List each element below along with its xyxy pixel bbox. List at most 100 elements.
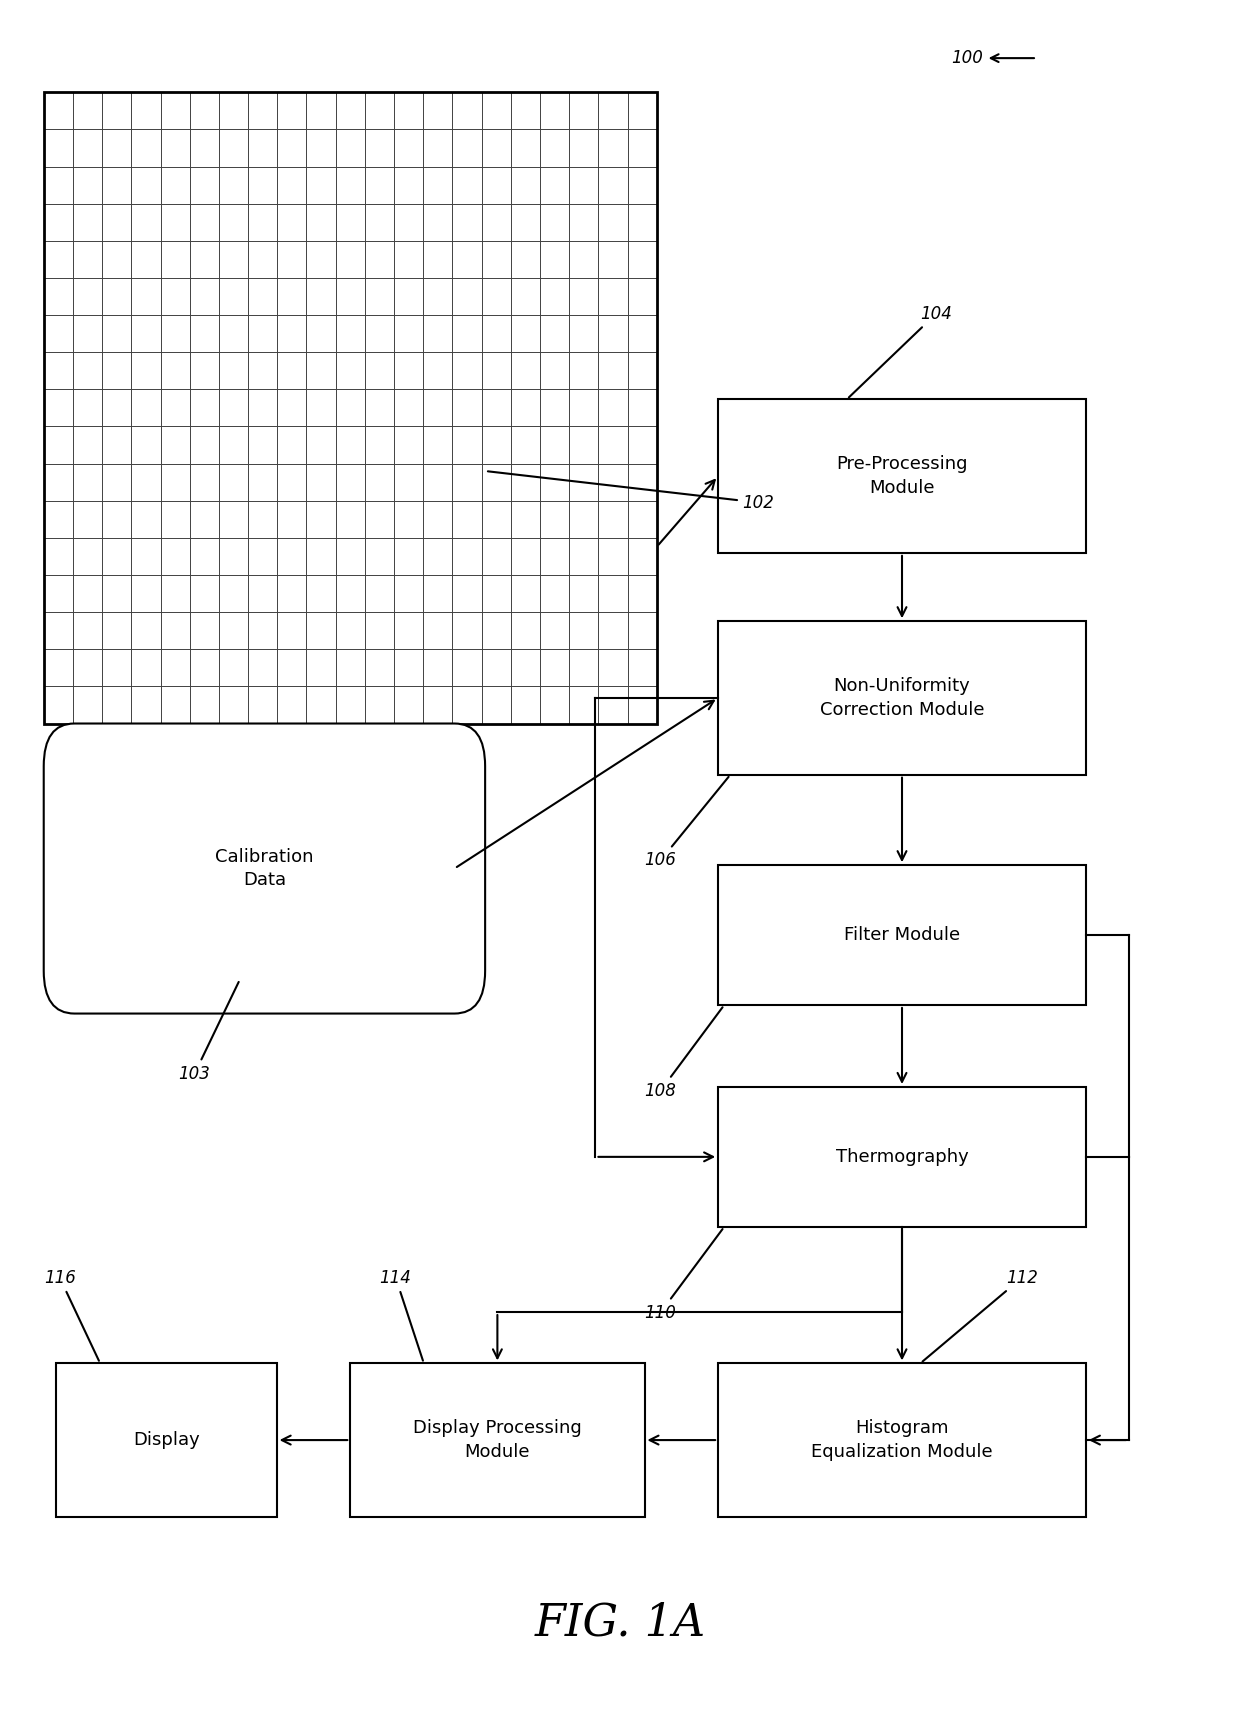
Bar (102, 93, 131, 129)
Bar (131, 93, 160, 129)
Bar (569, 612, 599, 648)
Bar (365, 241, 394, 279)
Bar (394, 353, 423, 389)
Text: 106: 106 (645, 777, 729, 870)
Bar (219, 574, 248, 612)
Bar (73, 427, 102, 464)
Bar (627, 501, 657, 538)
Bar (219, 129, 248, 167)
Bar (511, 686, 539, 724)
Bar (481, 501, 511, 538)
Bar (102, 315, 131, 353)
Text: FIG. 1A: FIG. 1A (534, 1601, 706, 1644)
Bar (43, 279, 73, 315)
Bar (219, 93, 248, 129)
Bar (102, 389, 131, 427)
Bar (627, 241, 657, 279)
Bar (599, 389, 627, 427)
Bar (73, 241, 102, 279)
Bar (569, 93, 599, 129)
Bar (394, 167, 423, 203)
Bar (718, 1087, 1086, 1226)
Bar (336, 279, 365, 315)
Bar (599, 574, 627, 612)
Bar (219, 203, 248, 241)
Bar (73, 538, 102, 574)
Bar (73, 167, 102, 203)
Bar (511, 464, 539, 501)
Bar (131, 612, 160, 648)
Bar (394, 686, 423, 724)
Bar (219, 241, 248, 279)
Bar (43, 686, 73, 724)
Bar (102, 241, 131, 279)
Bar (539, 93, 569, 129)
Bar (336, 464, 365, 501)
Bar (453, 93, 481, 129)
Bar (160, 241, 190, 279)
Bar (248, 612, 278, 648)
Text: 104: 104 (849, 304, 952, 397)
Bar (481, 203, 511, 241)
Bar (511, 538, 539, 574)
Bar (102, 538, 131, 574)
Bar (131, 203, 160, 241)
Bar (190, 686, 219, 724)
Bar (599, 167, 627, 203)
Bar (350, 1364, 645, 1517)
Bar (453, 315, 481, 353)
Bar (102, 686, 131, 724)
Bar (453, 427, 481, 464)
Bar (423, 612, 453, 648)
Bar (539, 648, 569, 686)
Bar (394, 574, 423, 612)
Bar (336, 167, 365, 203)
Bar (190, 203, 219, 241)
Bar (278, 203, 306, 241)
Bar (160, 648, 190, 686)
Bar (73, 129, 102, 167)
Bar (43, 538, 73, 574)
Bar (481, 612, 511, 648)
Bar (73, 464, 102, 501)
Bar (511, 574, 539, 612)
Bar (43, 427, 73, 464)
Bar (160, 389, 190, 427)
Bar (511, 241, 539, 279)
Bar (365, 315, 394, 353)
Bar (539, 241, 569, 279)
Bar (131, 315, 160, 353)
Bar (627, 167, 657, 203)
Bar (481, 574, 511, 612)
Bar (365, 389, 394, 427)
Bar (336, 501, 365, 538)
Bar (160, 279, 190, 315)
Bar (394, 203, 423, 241)
Bar (481, 353, 511, 389)
Bar (336, 129, 365, 167)
Bar (248, 574, 278, 612)
Bar (248, 279, 278, 315)
Bar (453, 686, 481, 724)
Bar (539, 353, 569, 389)
Bar (131, 241, 160, 279)
Bar (627, 129, 657, 167)
Bar (160, 464, 190, 501)
Bar (539, 279, 569, 315)
Text: Thermography: Thermography (836, 1147, 968, 1166)
Bar (599, 129, 627, 167)
Bar (43, 93, 73, 129)
Bar (569, 279, 599, 315)
Bar (627, 93, 657, 129)
Bar (627, 648, 657, 686)
Bar (423, 427, 453, 464)
Bar (394, 279, 423, 315)
Text: 116: 116 (43, 1269, 99, 1361)
Bar (599, 686, 627, 724)
Bar (423, 279, 453, 315)
Bar (248, 129, 278, 167)
Bar (278, 129, 306, 167)
Bar (365, 279, 394, 315)
Bar (718, 865, 1086, 1004)
Text: Histogram
Equalization Module: Histogram Equalization Module (811, 1419, 993, 1460)
